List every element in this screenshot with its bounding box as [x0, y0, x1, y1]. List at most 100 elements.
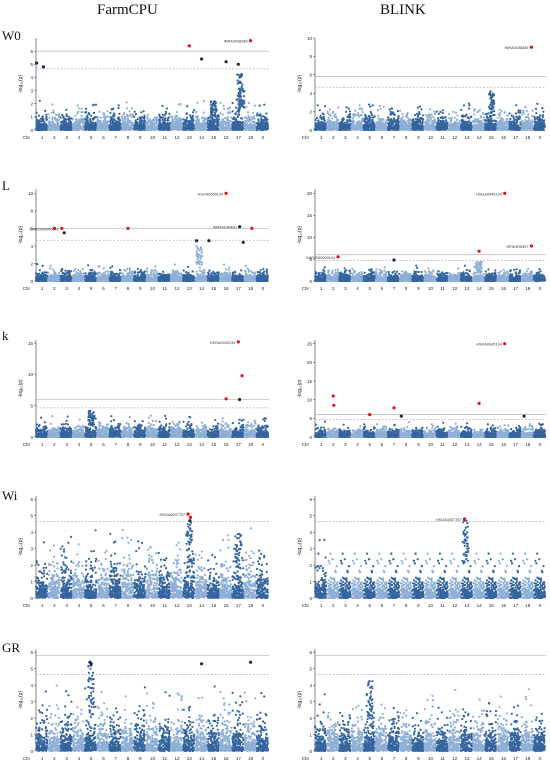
snp-point	[135, 120, 138, 123]
snp-point	[55, 126, 58, 129]
snp-point	[102, 116, 105, 119]
chr-tick-label: 4	[356, 135, 359, 140]
snp-point	[118, 126, 121, 129]
snp-point	[334, 113, 337, 116]
snp-point	[208, 126, 211, 129]
snp-point	[153, 122, 156, 125]
chr-tick-label: 9	[139, 135, 142, 140]
snp-point	[146, 113, 149, 116]
snp-point	[113, 112, 116, 115]
snp-point	[344, 121, 347, 124]
snp-point	[396, 109, 399, 113]
snp-point	[95, 122, 98, 126]
snp-point	[168, 112, 171, 115]
snp-peak-point	[236, 73, 239, 76]
snp-point	[388, 108, 391, 111]
significant-snp	[35, 61, 39, 65]
snp-point	[418, 105, 422, 108]
snp-point	[85, 110, 88, 114]
snp-point	[163, 119, 166, 122]
snp-point	[458, 123, 461, 126]
snp-point	[80, 111, 83, 114]
snp-point	[203, 119, 206, 122]
chr-tick-label: 12	[452, 135, 458, 140]
snp-point	[445, 119, 448, 122]
snp-point	[68, 124, 72, 128]
snp-point	[114, 127, 118, 130]
snp-point	[426, 123, 429, 126]
snp-point	[326, 110, 329, 113]
snp-point	[333, 115, 336, 118]
snp-point	[266, 122, 269, 125]
snp-point	[315, 124, 318, 127]
significant-snp	[200, 57, 204, 61]
snp-point	[184, 123, 187, 126]
snp-point	[231, 110, 234, 113]
snp-point	[87, 128, 90, 131]
snp-point	[321, 127, 324, 130]
snp-point	[192, 127, 195, 130]
snp-point	[245, 105, 248, 108]
snp-point	[236, 126, 239, 129]
snp-point	[211, 116, 214, 119]
snp-point	[112, 107, 115, 110]
snp-point	[219, 101, 222, 104]
snp-point	[373, 115, 376, 118]
snp-point	[164, 112, 167, 115]
snp-point	[85, 126, 89, 129]
snp-point	[166, 128, 169, 131]
chr-tick-label: 6	[102, 135, 105, 140]
snp-point	[75, 127, 78, 130]
snp-point	[382, 122, 385, 125]
chr-tick-label: 17	[513, 135, 519, 140]
snp-point	[212, 126, 215, 129]
snp-point	[207, 128, 210, 131]
snp-point	[182, 125, 185, 128]
snp-point	[442, 128, 445, 131]
snp-point	[96, 115, 99, 118]
snp-point	[246, 111, 250, 114]
snp-point	[54, 119, 57, 122]
snp-point	[149, 123, 152, 126]
snp-point	[235, 119, 238, 122]
snp-point	[158, 121, 161, 124]
snp-point	[248, 128, 251, 131]
snp-point	[202, 100, 205, 103]
snp-point	[223, 122, 226, 125]
snp-point	[163, 128, 166, 131]
snp-point	[357, 128, 360, 131]
snp-point	[141, 116, 144, 119]
snp-point	[122, 111, 126, 114]
snp-point	[62, 127, 65, 130]
snp-point	[209, 120, 212, 123]
snp-point	[105, 125, 108, 128]
snp-point	[347, 107, 350, 110]
snp-point	[401, 124, 404, 127]
snp-point	[79, 126, 82, 129]
snp-point	[48, 116, 51, 119]
snp-point	[317, 125, 320, 128]
snp-point	[142, 110, 145, 113]
snp-peak-point	[240, 101, 243, 104]
snp-point	[360, 107, 363, 110]
snp-point	[400, 128, 403, 131]
snp-point	[400, 122, 403, 125]
snp-point	[194, 111, 198, 114]
snp-point	[52, 111, 55, 114]
snp-point	[467, 102, 470, 105]
snp-point	[358, 107, 361, 110]
snp-point	[99, 116, 102, 119]
snp-point	[127, 127, 131, 131]
snp-point	[149, 118, 152, 121]
snp-point	[51, 116, 54, 119]
snp-point	[61, 113, 64, 116]
snp-point	[177, 119, 180, 122]
snp-point	[431, 128, 434, 131]
snp-point	[175, 124, 178, 127]
snp-point	[228, 120, 231, 123]
snp-point	[376, 109, 379, 112]
snp-point	[316, 127, 319, 130]
snp-point	[382, 105, 385, 108]
snp-point	[263, 115, 266, 119]
snp-point	[67, 121, 70, 124]
